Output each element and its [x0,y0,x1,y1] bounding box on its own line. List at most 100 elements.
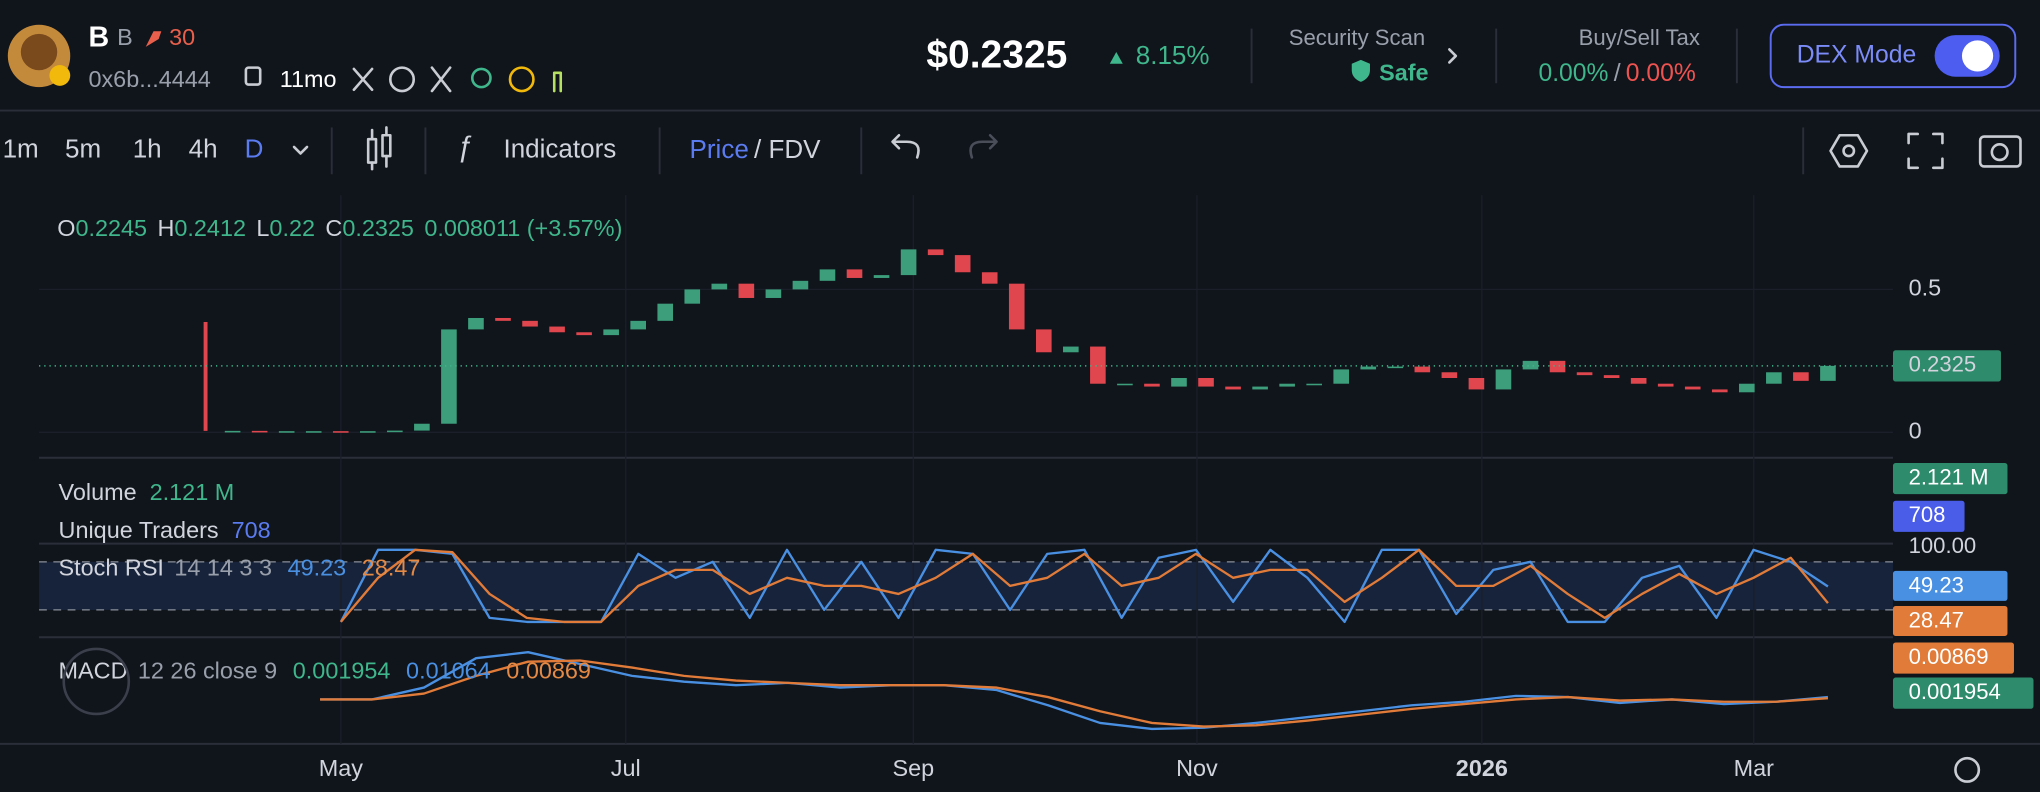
candle [1739,383,1755,393]
stoch-params: 14 14 3 3 [174,555,272,581]
interval-dropdown[interactable] [292,145,309,155]
interval[interactable]: 1h [133,134,162,164]
traders-legend: Unique Traders 708 [59,517,271,543]
candle [1414,366,1431,373]
macd-histogram: 0.001954 [293,658,391,684]
candle [1711,389,1728,393]
candle [711,283,728,290]
icon-at[interactable] [508,66,535,93]
interval[interactable]: 5m [65,134,101,164]
candle [657,303,674,321]
traders-value: 708 [232,517,271,543]
volume-badge [1892,462,2008,495]
indicators-button[interactable]: Indicators [503,134,616,164]
candle [522,320,538,327]
candle [1766,372,1782,384]
candle [1468,378,1485,390]
pane-labels: O0.2245 H0.2412 L0.22 C0.2325 0.008011 (+3.5… [57,215,2034,783]
candle [603,329,619,336]
icon-hand[interactable] [552,71,563,93]
toggle-knob[interactable] [1961,40,1994,72]
token-age: 11mo [280,66,337,92]
tax-label: Buy/Sell Tax [1579,25,1700,50]
boost-count: 30 [169,24,195,50]
social-icons[interactable] [352,66,563,93]
x-tick-label: Nov [1176,755,1218,781]
dex-mode-label[interactable]: DEX Mode [1797,41,1916,68]
candle [278,431,295,433]
o-label: O [57,215,75,241]
axis-settings[interactable] [1954,756,1981,783]
candle [954,255,971,273]
candle [1306,383,1322,386]
volume-label: Volume [59,479,137,505]
macd-legend: MACD 12 26 close 9 0.001954 0.01064 0.00869 [59,658,591,684]
candle [873,275,890,278]
price-option[interactable]: Price [690,134,749,164]
x-tick-label: Jul [611,755,641,781]
candle [684,289,701,304]
last-price-badge [1892,350,2001,382]
candle [630,320,646,330]
icon-twitter[interactable] [430,66,452,93]
undo[interactable] [891,133,920,159]
fullscreen-icon[interactable] [1907,132,1944,170]
security-label[interactable]: Security Scan [1289,25,1425,50]
candle [332,431,349,433]
interval-active[interactable]: D [245,134,264,164]
icon-web[interactable] [389,66,416,93]
price-fdv-toggle[interactable]: Price / FDV [690,134,822,164]
fx-icon[interactable]: ƒ [457,131,473,163]
redo[interactable] [969,133,998,159]
settings-icon-center[interactable] [1842,144,1856,158]
last-price-label: 0.2325 [1909,352,1977,377]
y-tick-label: 0.5 [1909,275,1942,301]
copy-icon[interactable] [244,66,262,86]
fdv-option[interactable]: / FDV [754,134,821,164]
toolbar: 1m 5m 1h 4h D ƒ Indicators Price / FDV [3,126,2022,175]
price: $0.2325 [926,34,1067,77]
interval[interactable]: 4h [189,134,218,164]
dex-mode-button[interactable] [1769,23,2017,89]
settings-icon[interactable] [1829,133,1869,168]
candle [1333,369,1350,384]
icon-community[interactable] [470,67,492,89]
candle [1495,369,1512,390]
candle [1576,372,1593,376]
x-tick-label: May [319,755,364,781]
indicator-line [320,659,1829,728]
candle [1225,386,1241,390]
price-change: 8.15% [1136,40,1210,70]
candle [792,280,809,290]
x-tick-label: 2026 [1456,755,1508,781]
candle [765,289,782,298]
candle [1279,383,1295,387]
stoch-d-badge-text: 28.47 [1909,607,1964,632]
camera-icon[interactable] [1978,135,2022,168]
security-status: Safe [1379,59,1428,85]
tv-logo[interactable] [62,647,131,716]
candle [468,317,484,330]
stoch-k: 49.23 [288,555,347,581]
candle [203,321,208,431]
volume-badge-text: 2.121 M [1909,464,1989,489]
camera-lens[interactable] [1990,143,2009,162]
icon-x-link[interactable] [352,67,374,92]
chart-type-icon[interactable] [366,126,392,171]
candle [414,423,430,431]
stoch-legend: Stoch RSI 14 14 3 3 49.23 28.47 [59,555,421,581]
interval[interactable]: 1m [3,134,39,164]
candle [900,249,917,276]
token-address[interactable]: 0x6b...4444 [88,66,210,92]
indicator-line [339,548,1829,624]
h-label: H [157,215,174,241]
candle [495,317,511,321]
candle [1360,366,1377,370]
histogram-badge [1892,677,2034,709]
candle [1252,386,1268,390]
candle [1549,360,1566,373]
histogram-badge-text: 0.001954 [1909,679,2001,704]
